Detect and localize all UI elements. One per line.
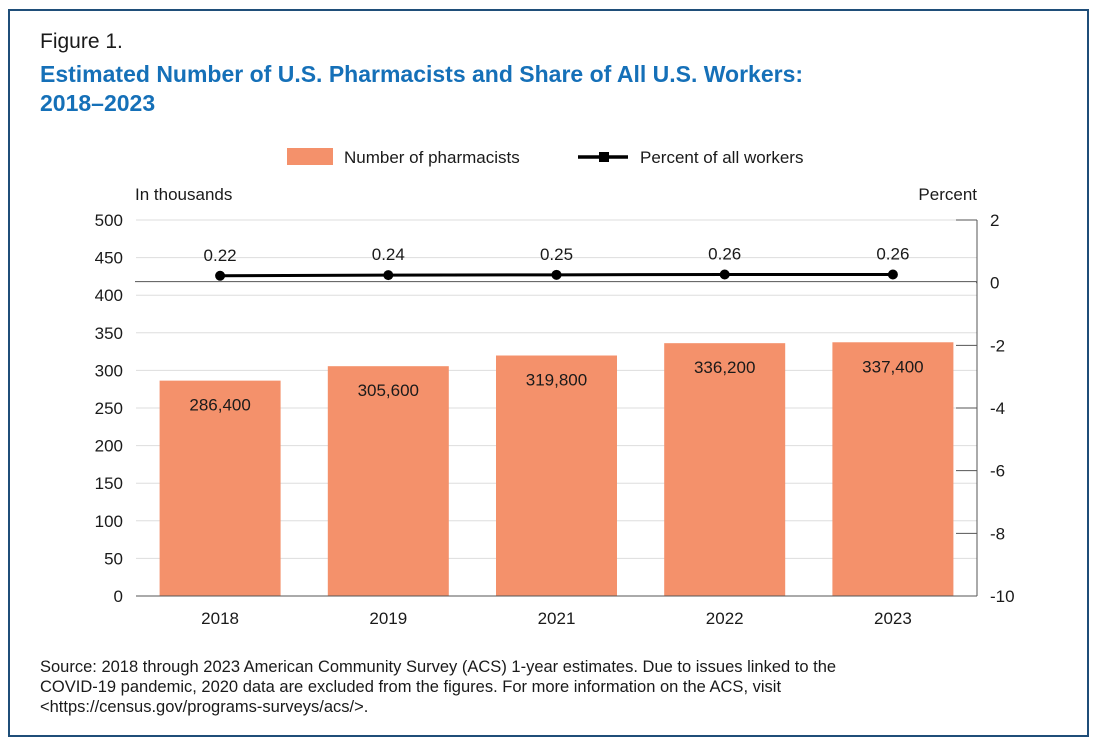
bar-2022	[664, 343, 786, 596]
figure-title-line-1: Estimated Number of U.S. Pharmacists and…	[40, 61, 804, 87]
bar-2018	[159, 380, 281, 596]
bar-value-label: 319,800	[526, 371, 587, 390]
percent-value-label: 0.26	[876, 245, 909, 264]
percent-value-label: 0.22	[204, 246, 237, 265]
bar-value-label: 305,600	[358, 381, 419, 400]
left-tick-label: 150	[95, 474, 123, 493]
bar-value-label: 337,400	[862, 357, 923, 376]
percent-point-2019	[383, 270, 394, 281]
figure-title-line-2: 2018–2023	[40, 90, 156, 116]
x-tick-label: 2018	[201, 609, 239, 628]
left-axis-title: In thousands	[135, 185, 232, 204]
right-tick-label: -10	[990, 587, 1015, 606]
figure-title: Estimated Number of U.S. Pharmacists and…	[40, 60, 1040, 118]
bar-value-label: 336,200	[694, 358, 755, 377]
x-tick-label: 2023	[874, 609, 912, 628]
right-tick-label: -6	[990, 462, 1005, 481]
percent-value-label: 0.25	[540, 245, 573, 264]
left-tick-label: 0	[114, 587, 123, 606]
legend: Number of pharmacists Percent of all wor…	[287, 148, 803, 167]
legend-line-marker	[599, 152, 609, 162]
left-tick-label: 450	[95, 249, 123, 268]
source-note: Source: 2018 through 2023 American Commu…	[40, 657, 1050, 717]
left-tick-label: 300	[95, 361, 123, 380]
legend-bar-swatch	[287, 148, 333, 165]
left-tick-label: 500	[95, 211, 123, 230]
bar-value-label: 286,400	[189, 396, 250, 415]
percent-line	[215, 269, 898, 281]
right-tick-label: 0	[990, 274, 999, 293]
bar-2021	[496, 355, 617, 596]
source-line-1: Source: 2018 through 2023 American Commu…	[40, 658, 837, 676]
left-tick-label: 200	[95, 437, 123, 456]
percent-value-label: 0.26	[708, 245, 741, 264]
source-line-2: COVID-19 pandemic, 2020 data are exclude…	[40, 678, 782, 696]
x-tick-label: 2022	[706, 609, 744, 628]
legend-bar-label: Number of pharmacists	[344, 148, 520, 167]
right-tick-label: -8	[990, 524, 1005, 543]
percent-point-2023	[887, 269, 898, 280]
left-tick-label: 350	[95, 324, 123, 343]
axis-break-gap	[135, 281, 976, 292]
right-axis-title: Percent	[918, 185, 977, 204]
right-tick-label: 2	[990, 211, 999, 230]
bars	[159, 342, 954, 596]
left-tick-label: 250	[95, 399, 123, 418]
left-tick-label: 50	[104, 549, 123, 568]
right-tick-label: -4	[990, 399, 1005, 418]
x-tick-label: 2021	[538, 609, 576, 628]
labels: 0 50 100 150 200 250 300 350 400 450 500 -10 -8 -6 -4 -…	[95, 211, 1015, 628]
percent-point-2021	[551, 269, 562, 280]
source-line-3: <https://census.gov/programs-surveys/acs…	[40, 698, 369, 716]
bar-2023	[832, 342, 954, 596]
percent-point-2018	[215, 270, 226, 281]
axes	[135, 219, 978, 597]
right-tick-label: -2	[990, 336, 1005, 355]
x-tick-label: 2019	[369, 609, 407, 628]
percent-point-2022	[719, 269, 730, 280]
left-tick-label: 100	[95, 512, 123, 531]
percent-value-label: 0.24	[372, 245, 405, 264]
legend-line-label: Percent of all workers	[640, 148, 803, 167]
figure-label: Figure 1.	[40, 30, 123, 53]
left-tick-label: 400	[95, 286, 123, 305]
bar-2019	[327, 366, 449, 596]
